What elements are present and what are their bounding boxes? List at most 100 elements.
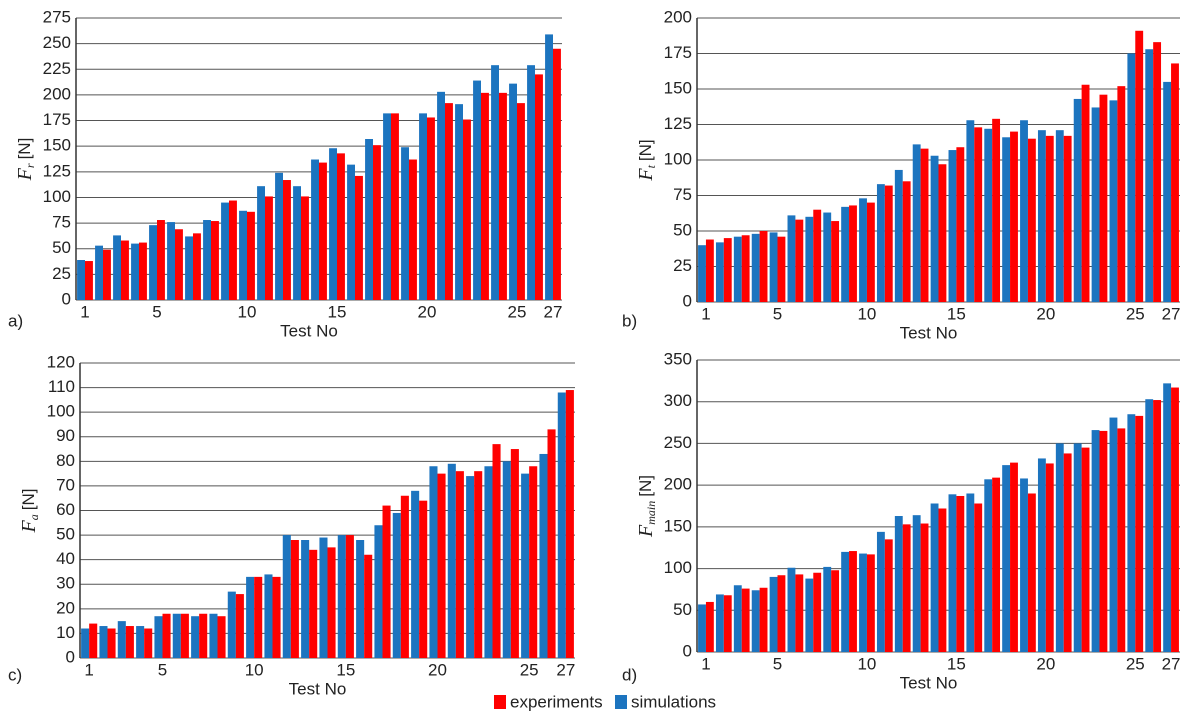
- y-tick-label: 100: [47, 402, 75, 421]
- bar: [956, 495, 965, 652]
- bar: [715, 594, 724, 652]
- y-tick-label: 110: [48, 377, 75, 396]
- bar: [823, 212, 832, 302]
- bar: [365, 139, 373, 300]
- bar: [535, 74, 543, 301]
- bar: [876, 531, 885, 652]
- bar: [265, 196, 273, 300]
- x-tick-label: 20: [1036, 654, 1055, 673]
- bar: [180, 613, 189, 658]
- bar: [510, 449, 519, 658]
- bar: [136, 626, 145, 658]
- bar: [1145, 399, 1154, 652]
- x-tick-label: 5: [152, 302, 161, 321]
- bar: [1109, 417, 1118, 652]
- bar: [1063, 135, 1072, 302]
- y-tick-label: 20: [56, 598, 75, 617]
- bar: [966, 120, 975, 303]
- bar: [1153, 42, 1162, 302]
- bar: [185, 236, 193, 300]
- bar: [841, 206, 850, 302]
- bar: [966, 493, 975, 652]
- bar: [117, 621, 126, 658]
- bar: [1109, 100, 1118, 302]
- bar: [1020, 478, 1028, 652]
- bar: [175, 229, 183, 300]
- bar: [502, 461, 511, 658]
- bar: [984, 479, 993, 652]
- bar: [1020, 120, 1028, 303]
- bar: [930, 155, 939, 302]
- bar: [481, 92, 489, 300]
- bar: [445, 103, 453, 300]
- y-tick-label: 0: [66, 647, 75, 666]
- y-tick-label: 0: [683, 291, 692, 310]
- bar: [103, 249, 111, 300]
- bar: [81, 628, 90, 658]
- y-tick-label: 275: [43, 7, 71, 26]
- bar: [938, 508, 947, 652]
- y-tick-label: 200: [664, 475, 692, 494]
- bar: [419, 500, 428, 658]
- bar: [193, 233, 201, 300]
- bar: [1163, 81, 1172, 303]
- bar: [974, 127, 983, 302]
- bar: [411, 490, 420, 658]
- bar: [805, 578, 814, 652]
- y-tick-label: 100: [664, 558, 692, 577]
- bar: [1099, 430, 1108, 652]
- bar: [355, 175, 363, 300]
- bar: [373, 145, 381, 300]
- bar: [876, 184, 885, 302]
- bar: [733, 236, 742, 302]
- legend-label: simulations: [631, 692, 716, 711]
- y-axis-label: Fa [N]: [18, 489, 41, 534]
- bar: [723, 238, 732, 302]
- bar: [247, 211, 255, 300]
- bar: [301, 540, 310, 658]
- bar: [1127, 53, 1136, 302]
- y-tick-label: 80: [56, 451, 75, 470]
- bar: [217, 616, 226, 658]
- y-tick-label: 150: [664, 516, 692, 535]
- bar: [1010, 131, 1018, 302]
- bar: [866, 202, 875, 302]
- x-tick-label: 27: [1162, 654, 1181, 673]
- bar: [409, 159, 417, 300]
- bar: [437, 473, 446, 658]
- x-tick-label: 27: [556, 660, 575, 679]
- bar: [1063, 453, 1072, 652]
- x-axis-label: Test No: [280, 321, 338, 340]
- bar: [1117, 86, 1126, 302]
- bar: [823, 566, 832, 652]
- bar: [912, 515, 921, 652]
- y-tick-label: 50: [56, 525, 75, 544]
- bar: [157, 220, 165, 300]
- bar: [293, 186, 301, 300]
- x-tick-label: 1: [84, 660, 93, 679]
- bar: [463, 119, 471, 301]
- x-tick-label: 25: [520, 660, 539, 679]
- bar: [517, 103, 525, 300]
- bar: [859, 198, 867, 302]
- bar: [229, 200, 237, 300]
- bar: [272, 576, 281, 658]
- y-tick-label: 50: [673, 600, 692, 619]
- bar: [257, 186, 265, 300]
- bar: [167, 222, 175, 300]
- bar: [777, 236, 786, 302]
- y-label-symbol: F: [18, 519, 40, 533]
- bar: [121, 240, 129, 300]
- bar: [290, 540, 299, 658]
- y-tick-label: 175: [43, 110, 71, 129]
- y-label-subscript: main: [644, 501, 658, 525]
- y-tick-label: 350: [664, 349, 692, 368]
- bar: [509, 83, 517, 300]
- bar: [795, 574, 804, 652]
- bar: [95, 245, 103, 300]
- bar: [1055, 130, 1064, 302]
- x-tick-label: 10: [857, 304, 876, 323]
- bar: [956, 147, 965, 302]
- bar: [751, 233, 760, 302]
- bar: [382, 505, 391, 658]
